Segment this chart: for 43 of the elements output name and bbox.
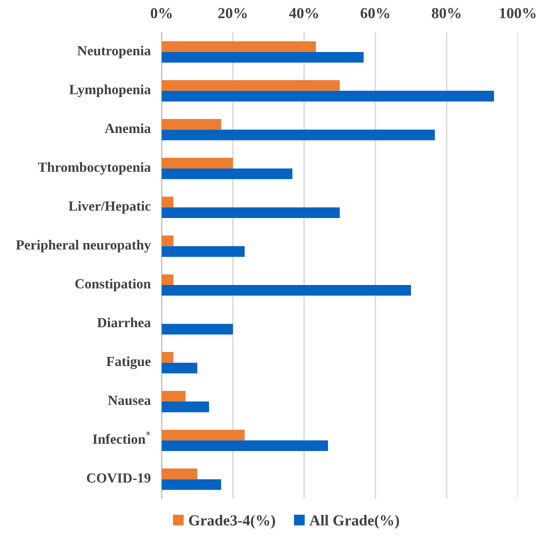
y-tick-label: Nausea xyxy=(108,396,151,406)
bar xyxy=(162,362,198,374)
bar xyxy=(162,118,222,130)
bar xyxy=(162,80,340,91)
y-tick-label: Anemia xyxy=(104,123,151,134)
bar xyxy=(162,324,233,335)
bar xyxy=(162,285,411,296)
x-tick-label: 80% xyxy=(432,8,460,18)
bar xyxy=(162,235,174,246)
y-tick-label: Neutropenia xyxy=(77,46,151,58)
bar xyxy=(162,479,222,490)
bar xyxy=(162,440,328,452)
bar xyxy=(162,402,210,412)
bar xyxy=(162,168,292,180)
bar xyxy=(162,352,174,363)
bar xyxy=(162,274,174,285)
legend-label: All Grade(%) xyxy=(309,514,399,529)
y-tick-label: Peripheral neuropathy xyxy=(16,240,151,252)
bar xyxy=(162,90,494,102)
bar xyxy=(162,196,174,208)
bar xyxy=(162,52,364,63)
y-tick-label: Lymphopenia xyxy=(69,84,151,98)
x-tick-label: 100% xyxy=(500,8,536,18)
y-tick-label: COVID-19 xyxy=(86,473,150,483)
y-tick-label: Diarrhea xyxy=(97,318,151,328)
bar xyxy=(162,41,316,52)
bar xyxy=(162,390,186,402)
legend-label: Grade3-4(%) xyxy=(189,514,276,529)
y-tick-label: Fatigue xyxy=(106,356,151,370)
y-tick-label: Infection$^{*}$ xyxy=(92,431,150,444)
bar xyxy=(162,158,233,168)
bar xyxy=(162,430,245,440)
bar xyxy=(162,130,435,140)
x-tick-label: 0% xyxy=(150,8,172,18)
y-tick-label: Liver/Hepatic xyxy=(68,201,151,214)
x-tick-label: 60% xyxy=(360,8,390,18)
bar xyxy=(162,246,245,257)
y-tick-label: Thrombocytopenia xyxy=(38,162,151,175)
x-tick-label: 40% xyxy=(289,8,318,18)
bar xyxy=(162,207,340,218)
bar xyxy=(162,468,198,480)
x-tick-label: 20% xyxy=(218,8,247,18)
y-tick-label: Constipation xyxy=(75,278,151,292)
